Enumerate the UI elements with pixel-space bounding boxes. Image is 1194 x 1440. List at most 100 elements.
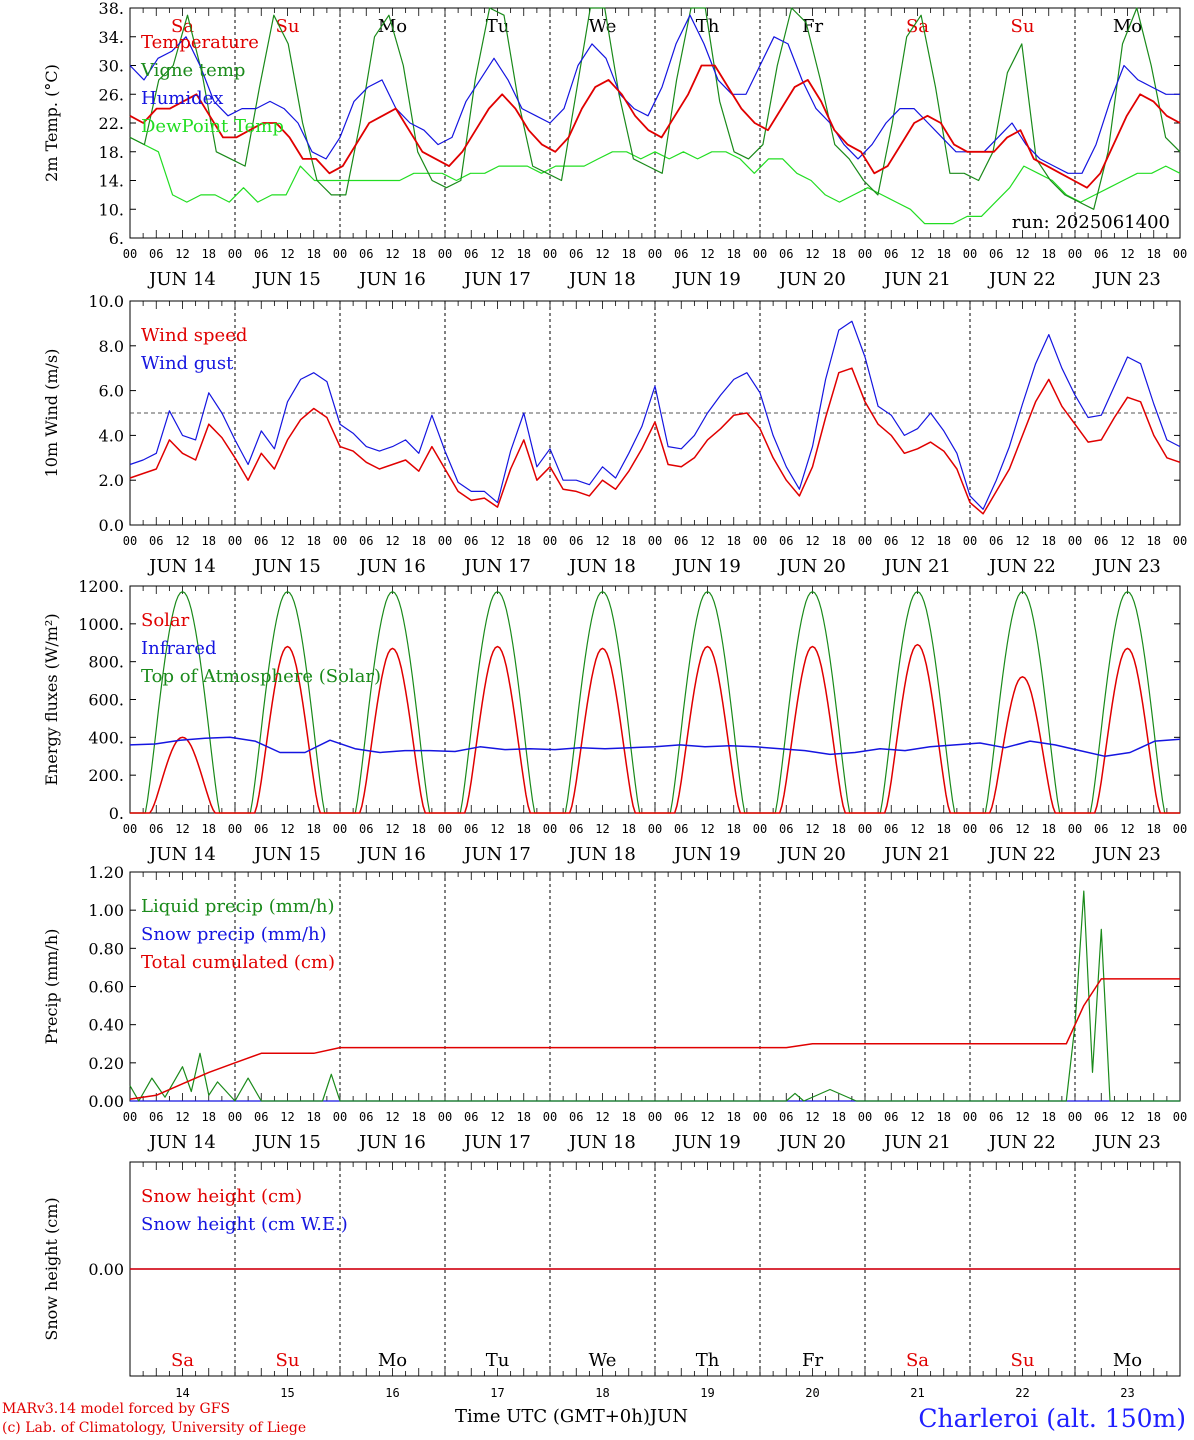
hour-tick-label: 06 bbox=[674, 822, 688, 836]
weekday-label: Tu bbox=[486, 1350, 510, 1371]
hour-tick-label: 00 bbox=[438, 534, 452, 548]
date-label: JUN 18 bbox=[567, 844, 636, 865]
y-tick-label: 0.0 bbox=[99, 516, 124, 535]
hour-tick-label: 18 bbox=[727, 534, 741, 548]
y-tick-label: 1000. bbox=[78, 615, 124, 634]
hour-tick-label: 12 bbox=[280, 822, 294, 836]
hour-tick-label: 00 bbox=[333, 247, 347, 261]
hour-tick-label: 06 bbox=[884, 1110, 898, 1124]
date-label: JUN 20 bbox=[777, 556, 846, 577]
hour-tick-label: 06 bbox=[779, 1110, 793, 1124]
hour-tick-label: 12 bbox=[910, 534, 924, 548]
hour-tick-label: 06 bbox=[569, 247, 583, 261]
hour-tick-label: 00 bbox=[753, 822, 767, 836]
snow-y-axis-label: Snow height (cm) bbox=[42, 1197, 61, 1340]
hour-tick-label: 18 bbox=[307, 1110, 321, 1124]
weekday-label: Mo bbox=[1113, 16, 1142, 37]
hour-tick-label: 06 bbox=[779, 822, 793, 836]
snow-legend-entry: Snow height (cm) bbox=[141, 1186, 302, 1207]
precip-legend-entry: Snow precip (mm/h) bbox=[141, 924, 327, 945]
y-tick-label: 38. bbox=[99, 0, 124, 18]
date-label: JUN 16 bbox=[357, 269, 426, 290]
hour-tick-label: 12 bbox=[490, 534, 504, 548]
hour-tick-label: 12 bbox=[910, 247, 924, 261]
hour-tick-label: 18 bbox=[412, 1110, 426, 1124]
hour-tick-label: 00 bbox=[123, 534, 137, 548]
solar-line bbox=[130, 643, 1180, 814]
hour-tick-label: 06 bbox=[779, 247, 793, 261]
y-tick-label: 0.00 bbox=[88, 1092, 124, 1111]
hour-tick-label: 12 bbox=[805, 822, 819, 836]
y-tick-label: 14. bbox=[99, 172, 124, 191]
hour-tick-label: 12 bbox=[1120, 534, 1134, 548]
y-tick-label: 34. bbox=[99, 28, 124, 47]
hour-tick-label: 18 bbox=[202, 1110, 216, 1124]
hour-tick-label: 18 bbox=[1042, 534, 1056, 548]
date-label: JUN 15 bbox=[252, 1132, 321, 1153]
hour-tick-label: 06 bbox=[1094, 247, 1108, 261]
hour-tick-label: 00 bbox=[228, 1110, 242, 1124]
hour-tick-label: 06 bbox=[1094, 534, 1108, 548]
hour-tick-label: 18 bbox=[517, 534, 531, 548]
hour-tick-label: 00 bbox=[438, 1110, 452, 1124]
day-number-label: 18 bbox=[595, 1386, 609, 1400]
y-tick-label: 1.00 bbox=[88, 901, 124, 920]
hour-tick-label: 12 bbox=[1015, 1110, 1029, 1124]
y-tick-label: 6.0 bbox=[99, 382, 124, 401]
precip-y-axis-label: Precip (mm/h) bbox=[42, 929, 61, 1045]
wind-legend-entry: Wind speed bbox=[141, 325, 247, 346]
date-label: JUN 19 bbox=[672, 844, 741, 865]
hour-tick-label: 06 bbox=[149, 822, 163, 836]
hour-tick-label: 18 bbox=[1042, 822, 1056, 836]
hour-tick-label: 18 bbox=[517, 247, 531, 261]
y-tick-label: 2.0 bbox=[99, 471, 124, 490]
y-tick-label: 400. bbox=[88, 728, 124, 747]
hour-tick-label: 00 bbox=[1173, 1110, 1187, 1124]
date-label: JUN 14 bbox=[147, 844, 216, 865]
y-tick-label: 0.00 bbox=[88, 1260, 124, 1279]
temp-legend-entry: Humidex bbox=[141, 88, 223, 109]
hour-tick-label: 00 bbox=[123, 1110, 137, 1124]
date-label: JUN 20 bbox=[777, 844, 846, 865]
date-label: JUN 18 bbox=[567, 1132, 636, 1153]
date-label: JUN 17 bbox=[462, 1132, 531, 1153]
hour-tick-label: 12 bbox=[910, 822, 924, 836]
day-number-label: 15 bbox=[280, 1386, 294, 1400]
date-label: JUN 15 bbox=[252, 269, 321, 290]
y-tick-label: 0.40 bbox=[88, 1016, 124, 1035]
hour-tick-label: 06 bbox=[464, 534, 478, 548]
hour-tick-label: 18 bbox=[202, 247, 216, 261]
hour-tick-label: 06 bbox=[254, 247, 268, 261]
hour-tick-label: 18 bbox=[307, 822, 321, 836]
hour-tick-label: 06 bbox=[674, 534, 688, 548]
weekday-label: Tu bbox=[486, 16, 510, 37]
date-label: JUN 22 bbox=[987, 556, 1056, 577]
hour-tick-label: 00 bbox=[1068, 247, 1082, 261]
hour-tick-label: 06 bbox=[884, 247, 898, 261]
hour-tick-label: 00 bbox=[648, 822, 662, 836]
hour-tick-label: 06 bbox=[989, 1110, 1003, 1124]
hour-tick-label: 06 bbox=[464, 1110, 478, 1124]
model-credit: MARv3.14 model forced by GFS bbox=[2, 1401, 231, 1417]
hour-tick-label: 00 bbox=[963, 822, 977, 836]
hour-tick-label: 06 bbox=[359, 1110, 373, 1124]
day-number-label: 20 bbox=[805, 1386, 819, 1400]
hour-tick-label: 00 bbox=[1173, 247, 1187, 261]
date-label: JUN 18 bbox=[567, 269, 636, 290]
hour-tick-label: 06 bbox=[989, 247, 1003, 261]
hour-tick-label: 00 bbox=[648, 534, 662, 548]
hour-tick-label: 00 bbox=[753, 247, 767, 261]
hour-tick-label: 00 bbox=[1173, 534, 1187, 548]
weekday-label: Fr bbox=[802, 1350, 823, 1371]
date-label: JUN 23 bbox=[1092, 269, 1161, 290]
hour-tick-label: 12 bbox=[700, 822, 714, 836]
hour-tick-label: 18 bbox=[307, 247, 321, 261]
hour-tick-label: 18 bbox=[832, 247, 846, 261]
hour-tick-label: 06 bbox=[359, 247, 373, 261]
wind-gust-line bbox=[129, 320, 1181, 510]
hour-tick-label: 12 bbox=[595, 1110, 609, 1124]
date-label: JUN 23 bbox=[1092, 556, 1161, 577]
energy-y-axis-label: Energy fluxes (W/m²) bbox=[42, 613, 61, 785]
hour-tick-label: 18 bbox=[832, 534, 846, 548]
weekday-label: We bbox=[589, 1350, 617, 1371]
